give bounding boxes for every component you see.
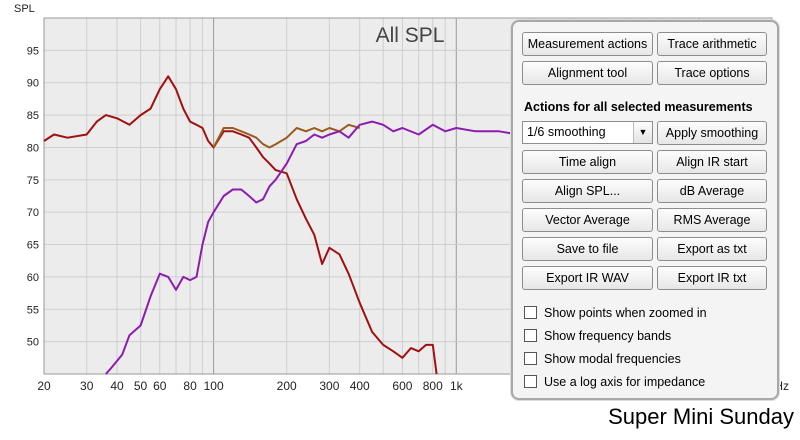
show-points-label: Show points when zoomed in bbox=[544, 306, 707, 320]
x-tick-label: 20 bbox=[37, 379, 51, 393]
checkbox-box[interactable] bbox=[524, 375, 537, 388]
alignment-tool-button[interactable]: Alignment tool bbox=[522, 61, 653, 85]
vector-average-button[interactable]: Vector Average bbox=[522, 208, 653, 232]
y-tick-label: 80 bbox=[27, 142, 39, 154]
footer-title: Super Mini Sunday bbox=[608, 404, 794, 429]
x-tick-label: 60 bbox=[153, 379, 167, 393]
y-tick-label: 85 bbox=[27, 110, 39, 122]
x-tick-label: 800 bbox=[423, 379, 443, 393]
trace-options-button[interactable]: Trace options bbox=[657, 61, 767, 85]
export-as-txt-button[interactable]: Export as txt bbox=[657, 237, 767, 261]
apply-smoothing-button[interactable]: Apply smoothing bbox=[657, 121, 767, 145]
x-tick-label: 1k bbox=[450, 379, 464, 393]
show-points-checkbox[interactable]: Show points when zoomed in bbox=[524, 306, 707, 320]
export-ir-txt-button[interactable]: Export IR txt bbox=[657, 266, 767, 290]
checkbox-box[interactable] bbox=[524, 329, 537, 342]
rms-average-button[interactable]: RMS Average bbox=[657, 208, 767, 232]
y-tick-label: 95 bbox=[27, 45, 39, 57]
export-ir-wav-button[interactable]: Export IR WAV bbox=[522, 266, 653, 290]
y-tick-label: 60 bbox=[27, 272, 39, 284]
show-frequency-bands-checkbox[interactable]: Show frequency bands bbox=[524, 329, 671, 343]
show-modal-frequencies-checkbox[interactable]: Show modal frequencies bbox=[524, 352, 681, 366]
x-tick-label: 80 bbox=[183, 379, 197, 393]
checkbox-box[interactable] bbox=[524, 306, 537, 319]
log-impedance-label: Use a log axis for impedance bbox=[544, 375, 706, 389]
show-modal-frequencies-label: Show modal frequencies bbox=[544, 352, 681, 366]
measurement-actions-button[interactable]: Measurement actions bbox=[522, 32, 653, 56]
smoothing-select[interactable]: 1/6 smoothing ▼ bbox=[522, 121, 653, 144]
selected-actions-label: Actions for all selected measurements bbox=[524, 100, 753, 114]
y-tick-label: 55 bbox=[27, 304, 39, 316]
series-line-2 bbox=[212, 123, 360, 149]
y-tick-label: 50 bbox=[27, 337, 39, 349]
x-tick-label: 40 bbox=[110, 379, 124, 393]
align-ir-start-button[interactable]: Align IR start bbox=[657, 150, 767, 174]
y-tick-label: 65 bbox=[27, 240, 39, 252]
show-frequency-bands-label: Show frequency bands bbox=[544, 329, 672, 343]
x-tick-label: 100 bbox=[204, 379, 224, 393]
x-tick-label: 600 bbox=[392, 379, 412, 393]
x-tick-label: 200 bbox=[277, 379, 297, 393]
series-line-1 bbox=[43, 75, 438, 375]
chevron-down-icon[interactable]: ▼ bbox=[633, 122, 652, 143]
trace-arithmetic-button[interactable]: Trace arithmetic bbox=[657, 32, 767, 56]
measurement-actions-panel: Measurement actions Trace arithmetic Ali… bbox=[511, 20, 779, 400]
x-tick-label: 50 bbox=[134, 379, 148, 393]
smoothing-select-value: 1/6 smoothing bbox=[527, 125, 606, 139]
y-axis-label: SPL bbox=[14, 3, 35, 15]
y-tick-label: 90 bbox=[27, 78, 39, 90]
y-tick-label: 75 bbox=[27, 175, 39, 187]
x-tick-label: 400 bbox=[350, 379, 370, 393]
log-impedance-checkbox[interactable]: Use a log axis for impedance bbox=[524, 375, 705, 389]
y-tick-label: 70 bbox=[27, 207, 39, 219]
save-to-file-button[interactable]: Save to file bbox=[522, 237, 653, 261]
db-average-button[interactable]: dB Average bbox=[657, 179, 767, 203]
chart-title: All SPL bbox=[376, 24, 445, 47]
align-spl-button[interactable]: Align SPL... bbox=[522, 179, 653, 203]
checkbox-box[interactable] bbox=[524, 352, 537, 365]
x-tick-label: 30 bbox=[80, 379, 94, 393]
time-align-button[interactable]: Time align bbox=[522, 150, 653, 174]
x-tick-label: 300 bbox=[319, 379, 339, 393]
